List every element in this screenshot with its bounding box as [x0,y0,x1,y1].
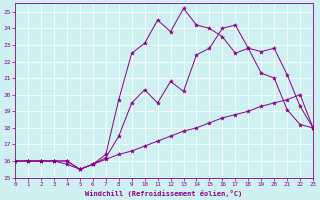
X-axis label: Windchill (Refroidissement éolien,°C): Windchill (Refroidissement éolien,°C) [85,190,243,197]
